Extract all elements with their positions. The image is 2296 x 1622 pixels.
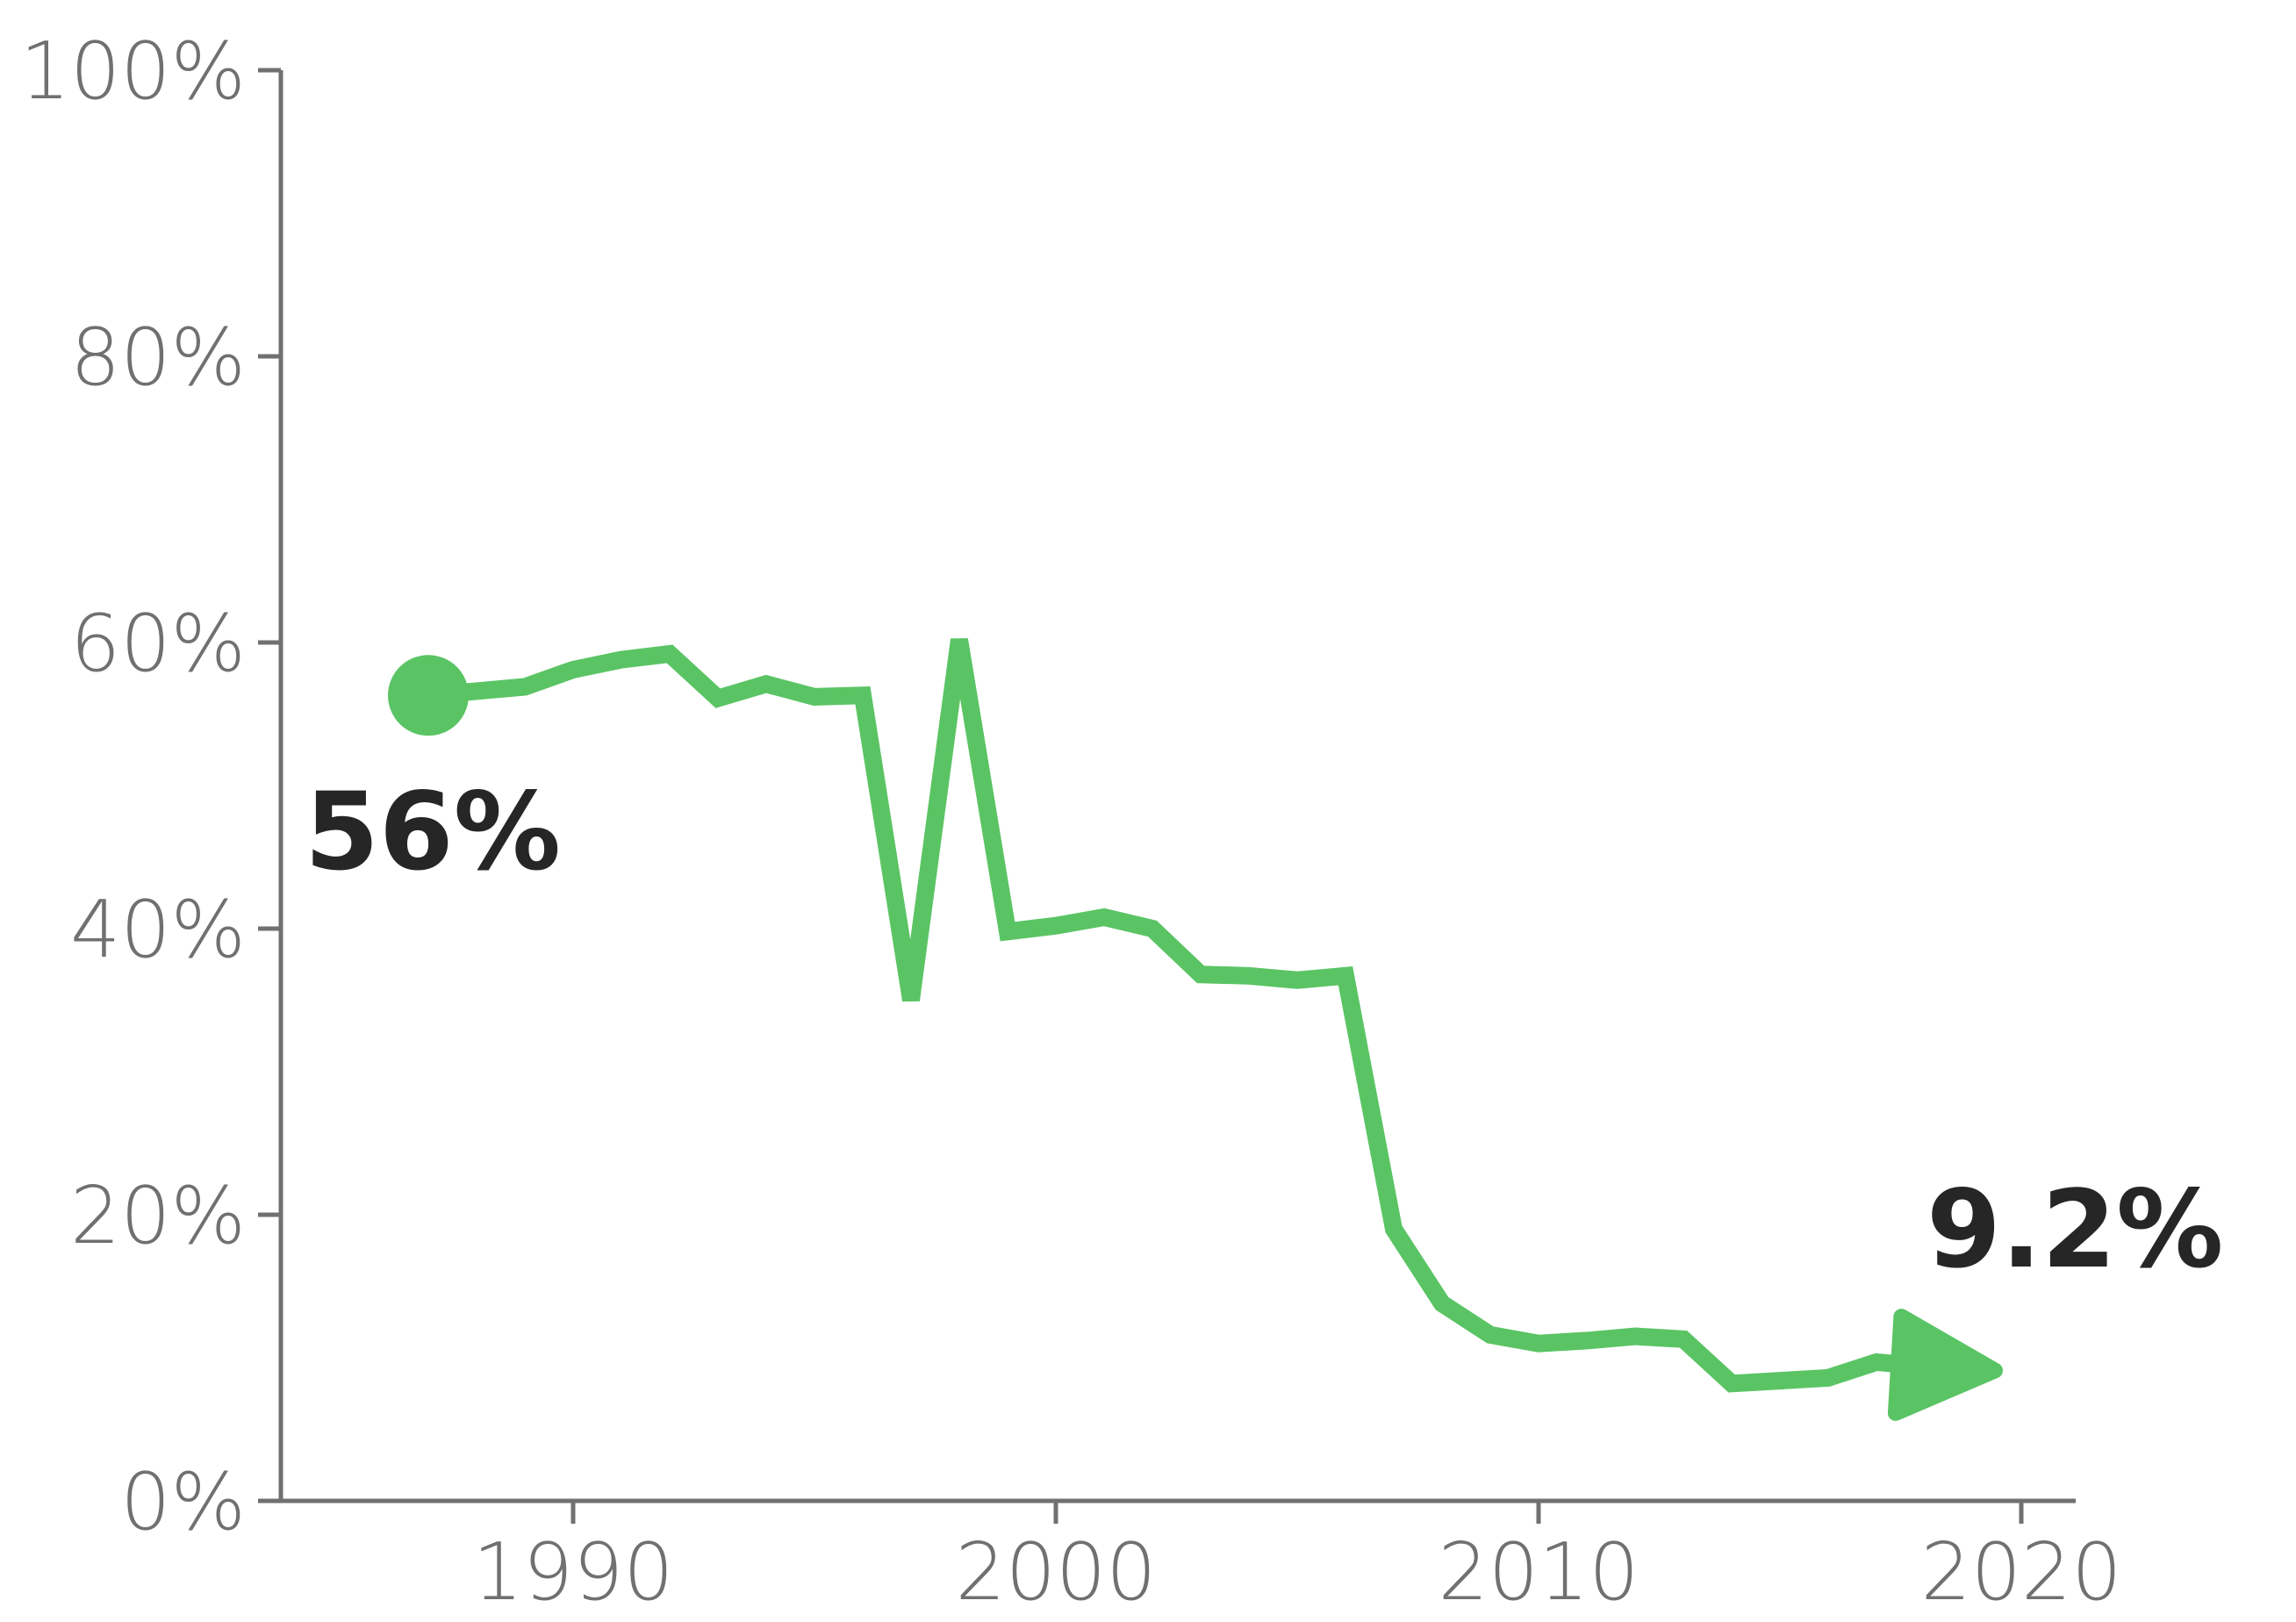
y-tick-label: 0% [120, 1456, 246, 1548]
series-group [388, 638, 2003, 1421]
x-tick-label: 2000 [955, 1526, 1156, 1618]
y-tick-label: 80% [70, 312, 246, 404]
y-tick-label: 40% [70, 884, 246, 976]
x-axis: 1990 2000 2010 2020 [258, 1498, 2122, 1618]
x-tick-label: 1990 [472, 1526, 673, 1618]
series-line [427, 638, 1926, 1393]
y-tick-label: 60% [70, 598, 246, 690]
x-tick-label: 2010 [1438, 1526, 1639, 1618]
y-axis: 0% 20% 40% 60% 80% 100% [20, 25, 283, 1548]
start-point-marker [388, 655, 469, 736]
start-value-label: 56% [305, 770, 561, 894]
x-tick-label: 2020 [1920, 1526, 2121, 1618]
y-tick-label: 20% [70, 1170, 246, 1262]
end-arrowhead [1887, 1309, 2003, 1421]
end-value-label: 9.2% [1926, 1167, 2223, 1292]
y-tick-label: 100% [20, 25, 246, 118]
